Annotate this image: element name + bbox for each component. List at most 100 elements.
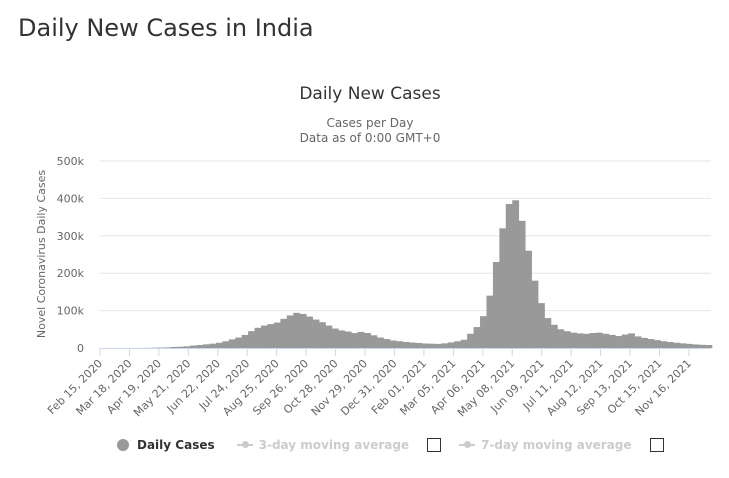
legend-label-3day-average: 3-day moving average xyxy=(258,438,410,452)
circle-marker-icon xyxy=(117,439,129,451)
chart-subtitle-line-2: Data as of 0:00 GMT+0 xyxy=(300,131,441,145)
checkbox-7day-average[interactable] xyxy=(649,438,664,452)
bar xyxy=(615,336,623,348)
bar xyxy=(570,332,578,348)
bar xyxy=(512,200,520,348)
bar xyxy=(699,344,706,348)
bar xyxy=(460,339,468,348)
bar xyxy=(653,340,661,348)
bar xyxy=(692,344,700,348)
bar xyxy=(364,333,371,348)
bar xyxy=(563,331,571,348)
bar xyxy=(261,325,268,348)
bar xyxy=(177,346,185,348)
y-tick-label: 100k xyxy=(57,305,85,318)
bar xyxy=(293,312,301,348)
bar-series-daily-cases xyxy=(119,200,713,348)
chart: Daily New Cases Cases per Day Data as of… xyxy=(35,84,713,419)
chart-subtitle-line-1: Cases per Day xyxy=(327,116,414,130)
bar xyxy=(190,345,198,348)
bar xyxy=(422,343,429,348)
bar xyxy=(686,343,693,348)
y-axis-ticks: 0 100k 200k 300k 400k 500k xyxy=(57,155,85,355)
bar xyxy=(576,333,584,348)
bar xyxy=(409,342,417,348)
legend-label-7day-average: 7-day moving average xyxy=(481,438,632,452)
bar xyxy=(621,334,629,348)
bar xyxy=(228,339,236,348)
bar xyxy=(351,333,359,348)
y-tick-label: 400k xyxy=(57,192,85,205)
bar xyxy=(415,342,423,348)
bar xyxy=(280,318,288,348)
bar xyxy=(486,295,494,348)
bar xyxy=(454,341,462,348)
bar xyxy=(209,343,217,348)
bar xyxy=(306,316,313,348)
bar xyxy=(312,319,320,348)
bar xyxy=(286,315,294,348)
bar xyxy=(273,322,281,348)
bar xyxy=(254,327,262,348)
bar xyxy=(505,204,513,348)
bar xyxy=(492,261,500,348)
bar xyxy=(634,336,642,348)
bar xyxy=(589,333,597,348)
legend-label-daily-cases: Daily Cases xyxy=(137,438,215,452)
bar xyxy=(679,343,687,348)
bar xyxy=(544,318,552,348)
bar xyxy=(608,334,616,348)
bar xyxy=(647,339,655,348)
bar xyxy=(196,345,204,348)
bar xyxy=(164,347,172,348)
bar xyxy=(235,337,243,348)
line-marker-icon xyxy=(459,441,476,448)
bar xyxy=(673,342,681,348)
bar xyxy=(447,342,455,348)
bar xyxy=(531,280,539,348)
y-tick-label: 300k xyxy=(57,230,85,243)
bar xyxy=(383,339,391,348)
legend-item-daily-cases[interactable]: Daily Cases xyxy=(117,438,215,452)
bar xyxy=(396,341,404,348)
bar xyxy=(338,330,346,348)
bar xyxy=(525,250,532,348)
bar xyxy=(428,343,436,348)
bar xyxy=(705,345,713,348)
bar xyxy=(518,220,526,348)
bar xyxy=(222,341,230,348)
bar xyxy=(215,342,223,348)
bar xyxy=(357,331,365,348)
checkbox-3day-average[interactable] xyxy=(427,438,442,452)
bar xyxy=(402,342,410,348)
bar xyxy=(389,340,397,348)
bar xyxy=(480,316,487,348)
bar xyxy=(241,334,249,348)
legend-item-7day-average[interactable]: 7-day moving average xyxy=(459,438,632,452)
bar xyxy=(267,324,275,348)
bar xyxy=(583,333,590,348)
bar xyxy=(434,343,442,348)
bar xyxy=(325,325,333,348)
bar xyxy=(660,341,668,348)
y-tick-label: 500k xyxy=(57,155,85,168)
y-tick-label: 0 xyxy=(77,342,84,355)
bar xyxy=(557,329,565,348)
bar xyxy=(170,346,178,348)
bar xyxy=(595,332,603,348)
line-marker-icon xyxy=(236,441,253,448)
bar xyxy=(550,324,558,348)
bar xyxy=(473,327,481,348)
legend: Daily Cases 3-day moving average 7-day m… xyxy=(117,436,682,454)
bar xyxy=(331,328,339,348)
bar xyxy=(538,303,545,348)
gridlines xyxy=(100,160,711,312)
legend-item-3day-average[interactable]: 3-day moving average xyxy=(236,438,410,452)
bar xyxy=(203,344,210,348)
bar xyxy=(666,342,674,348)
y-tick-label: 200k xyxy=(57,267,85,280)
bar xyxy=(248,331,255,348)
bar xyxy=(441,343,449,348)
chart-title: Daily New Cases xyxy=(299,84,441,104)
